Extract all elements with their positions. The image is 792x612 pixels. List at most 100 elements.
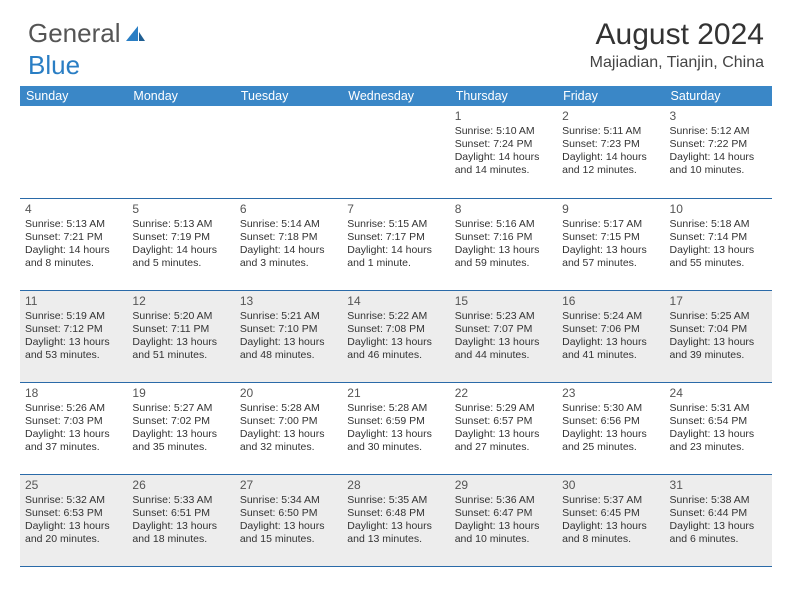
day-daylight: Daylight: 13 hours and 15 minutes.: [240, 520, 337, 546]
day-sunrise: Sunrise: 5:28 AM: [240, 402, 337, 415]
day-cell: [235, 106, 342, 198]
day-cell: 25Sunrise: 5:32 AMSunset: 6:53 PMDayligh…: [20, 474, 127, 566]
day-sunrise: Sunrise: 5:13 AM: [132, 218, 229, 231]
header: General August 2024 Majiadian, Tianjin, …: [0, 0, 792, 80]
day-cell: 14Sunrise: 5:22 AMSunset: 7:08 PMDayligh…: [342, 290, 449, 382]
day-cell: 28Sunrise: 5:35 AMSunset: 6:48 PMDayligh…: [342, 474, 449, 566]
week-row: 18Sunrise: 5:26 AMSunset: 7:03 PMDayligh…: [20, 382, 772, 474]
day-number: 20: [240, 386, 337, 401]
day-sunset: Sunset: 7:17 PM: [347, 231, 444, 244]
day-cell: 4Sunrise: 5:13 AMSunset: 7:21 PMDaylight…: [20, 198, 127, 290]
day-cell: 17Sunrise: 5:25 AMSunset: 7:04 PMDayligh…: [665, 290, 772, 382]
sail-icon: [124, 23, 146, 45]
day-cell: 3Sunrise: 5:12 AMSunset: 7:22 PMDaylight…: [665, 106, 772, 198]
day-sunset: Sunset: 7:07 PM: [455, 323, 552, 336]
day-sunrise: Sunrise: 5:20 AM: [132, 310, 229, 323]
day-sunrise: Sunrise: 5:31 AM: [670, 402, 767, 415]
day-sunset: Sunset: 6:47 PM: [455, 507, 552, 520]
day-sunset: Sunset: 6:45 PM: [562, 507, 659, 520]
day-cell: 18Sunrise: 5:26 AMSunset: 7:03 PMDayligh…: [20, 382, 127, 474]
day-sunrise: Sunrise: 5:17 AM: [562, 218, 659, 231]
day-sunrise: Sunrise: 5:37 AM: [562, 494, 659, 507]
day-number: 19: [132, 386, 229, 401]
day-sunset: Sunset: 6:56 PM: [562, 415, 659, 428]
day-sunset: Sunset: 7:23 PM: [562, 138, 659, 151]
day-sunset: Sunset: 6:59 PM: [347, 415, 444, 428]
day-daylight: Daylight: 13 hours and 23 minutes.: [670, 428, 767, 454]
day-cell: 16Sunrise: 5:24 AMSunset: 7:06 PMDayligh…: [557, 290, 664, 382]
day-number: 15: [455, 294, 552, 309]
day-number: 23: [562, 386, 659, 401]
day-number: 13: [240, 294, 337, 309]
day-sunset: Sunset: 6:48 PM: [347, 507, 444, 520]
day-sunset: Sunset: 6:53 PM: [25, 507, 122, 520]
day-daylight: Daylight: 14 hours and 8 minutes.: [25, 244, 122, 270]
day-sunrise: Sunrise: 5:32 AM: [25, 494, 122, 507]
day-number: 17: [670, 294, 767, 309]
day-cell: 11Sunrise: 5:19 AMSunset: 7:12 PMDayligh…: [20, 290, 127, 382]
day-daylight: Daylight: 13 hours and 39 minutes.: [670, 336, 767, 362]
day-daylight: Daylight: 13 hours and 37 minutes.: [25, 428, 122, 454]
day-cell: 19Sunrise: 5:27 AMSunset: 7:02 PMDayligh…: [127, 382, 234, 474]
day-daylight: Daylight: 14 hours and 1 minute.: [347, 244, 444, 270]
col-friday: Friday: [557, 86, 664, 106]
day-cell: 29Sunrise: 5:36 AMSunset: 6:47 PMDayligh…: [450, 474, 557, 566]
day-sunrise: Sunrise: 5:11 AM: [562, 125, 659, 138]
day-daylight: Daylight: 13 hours and 35 minutes.: [132, 428, 229, 454]
day-sunrise: Sunrise: 5:22 AM: [347, 310, 444, 323]
day-number: 25: [25, 478, 122, 493]
day-sunrise: Sunrise: 5:25 AM: [670, 310, 767, 323]
day-sunset: Sunset: 7:14 PM: [670, 231, 767, 244]
day-daylight: Daylight: 13 hours and 46 minutes.: [347, 336, 444, 362]
day-cell: 26Sunrise: 5:33 AMSunset: 6:51 PMDayligh…: [127, 474, 234, 566]
day-cell: 7Sunrise: 5:15 AMSunset: 7:17 PMDaylight…: [342, 198, 449, 290]
day-sunset: Sunset: 6:57 PM: [455, 415, 552, 428]
day-daylight: Daylight: 13 hours and 51 minutes.: [132, 336, 229, 362]
day-cell: 12Sunrise: 5:20 AMSunset: 7:11 PMDayligh…: [127, 290, 234, 382]
day-sunset: Sunset: 7:11 PM: [132, 323, 229, 336]
day-number: 21: [347, 386, 444, 401]
day-daylight: Daylight: 13 hours and 53 minutes.: [25, 336, 122, 362]
day-number: 28: [347, 478, 444, 493]
col-monday: Monday: [127, 86, 234, 106]
day-daylight: Daylight: 13 hours and 57 minutes.: [562, 244, 659, 270]
day-cell: 8Sunrise: 5:16 AMSunset: 7:16 PMDaylight…: [450, 198, 557, 290]
day-cell: [20, 106, 127, 198]
day-cell: 24Sunrise: 5:31 AMSunset: 6:54 PMDayligh…: [665, 382, 772, 474]
day-cell: 23Sunrise: 5:30 AMSunset: 6:56 PMDayligh…: [557, 382, 664, 474]
day-sunrise: Sunrise: 5:15 AM: [347, 218, 444, 231]
page-title: August 2024: [590, 18, 764, 52]
day-sunrise: Sunrise: 5:34 AM: [240, 494, 337, 507]
day-sunset: Sunset: 6:51 PM: [132, 507, 229, 520]
day-number: 16: [562, 294, 659, 309]
day-number: 24: [670, 386, 767, 401]
day-daylight: Daylight: 13 hours and 41 minutes.: [562, 336, 659, 362]
day-sunrise: Sunrise: 5:28 AM: [347, 402, 444, 415]
day-daylight: Daylight: 13 hours and 8 minutes.: [562, 520, 659, 546]
day-sunset: Sunset: 7:24 PM: [455, 138, 552, 151]
day-cell: 27Sunrise: 5:34 AMSunset: 6:50 PMDayligh…: [235, 474, 342, 566]
day-sunrise: Sunrise: 5:18 AM: [670, 218, 767, 231]
day-cell: 30Sunrise: 5:37 AMSunset: 6:45 PMDayligh…: [557, 474, 664, 566]
col-sunday: Sunday: [20, 86, 127, 106]
day-number: 3: [670, 109, 767, 124]
day-daylight: Daylight: 13 hours and 10 minutes.: [455, 520, 552, 546]
day-number: 5: [132, 202, 229, 217]
day-number: 1: [455, 109, 552, 124]
day-sunrise: Sunrise: 5:38 AM: [670, 494, 767, 507]
day-sunrise: Sunrise: 5:29 AM: [455, 402, 552, 415]
day-daylight: Daylight: 13 hours and 59 minutes.: [455, 244, 552, 270]
day-sunset: Sunset: 7:12 PM: [25, 323, 122, 336]
day-sunset: Sunset: 6:50 PM: [240, 507, 337, 520]
day-sunrise: Sunrise: 5:23 AM: [455, 310, 552, 323]
day-sunrise: Sunrise: 5:27 AM: [132, 402, 229, 415]
day-cell: 15Sunrise: 5:23 AMSunset: 7:07 PMDayligh…: [450, 290, 557, 382]
logo-text-general: General: [28, 18, 121, 49]
day-sunset: Sunset: 7:16 PM: [455, 231, 552, 244]
day-daylight: Daylight: 13 hours and 13 minutes.: [347, 520, 444, 546]
day-number: 12: [132, 294, 229, 309]
day-daylight: Daylight: 14 hours and 3 minutes.: [240, 244, 337, 270]
day-number: 26: [132, 478, 229, 493]
day-number: 30: [562, 478, 659, 493]
day-number: 27: [240, 478, 337, 493]
